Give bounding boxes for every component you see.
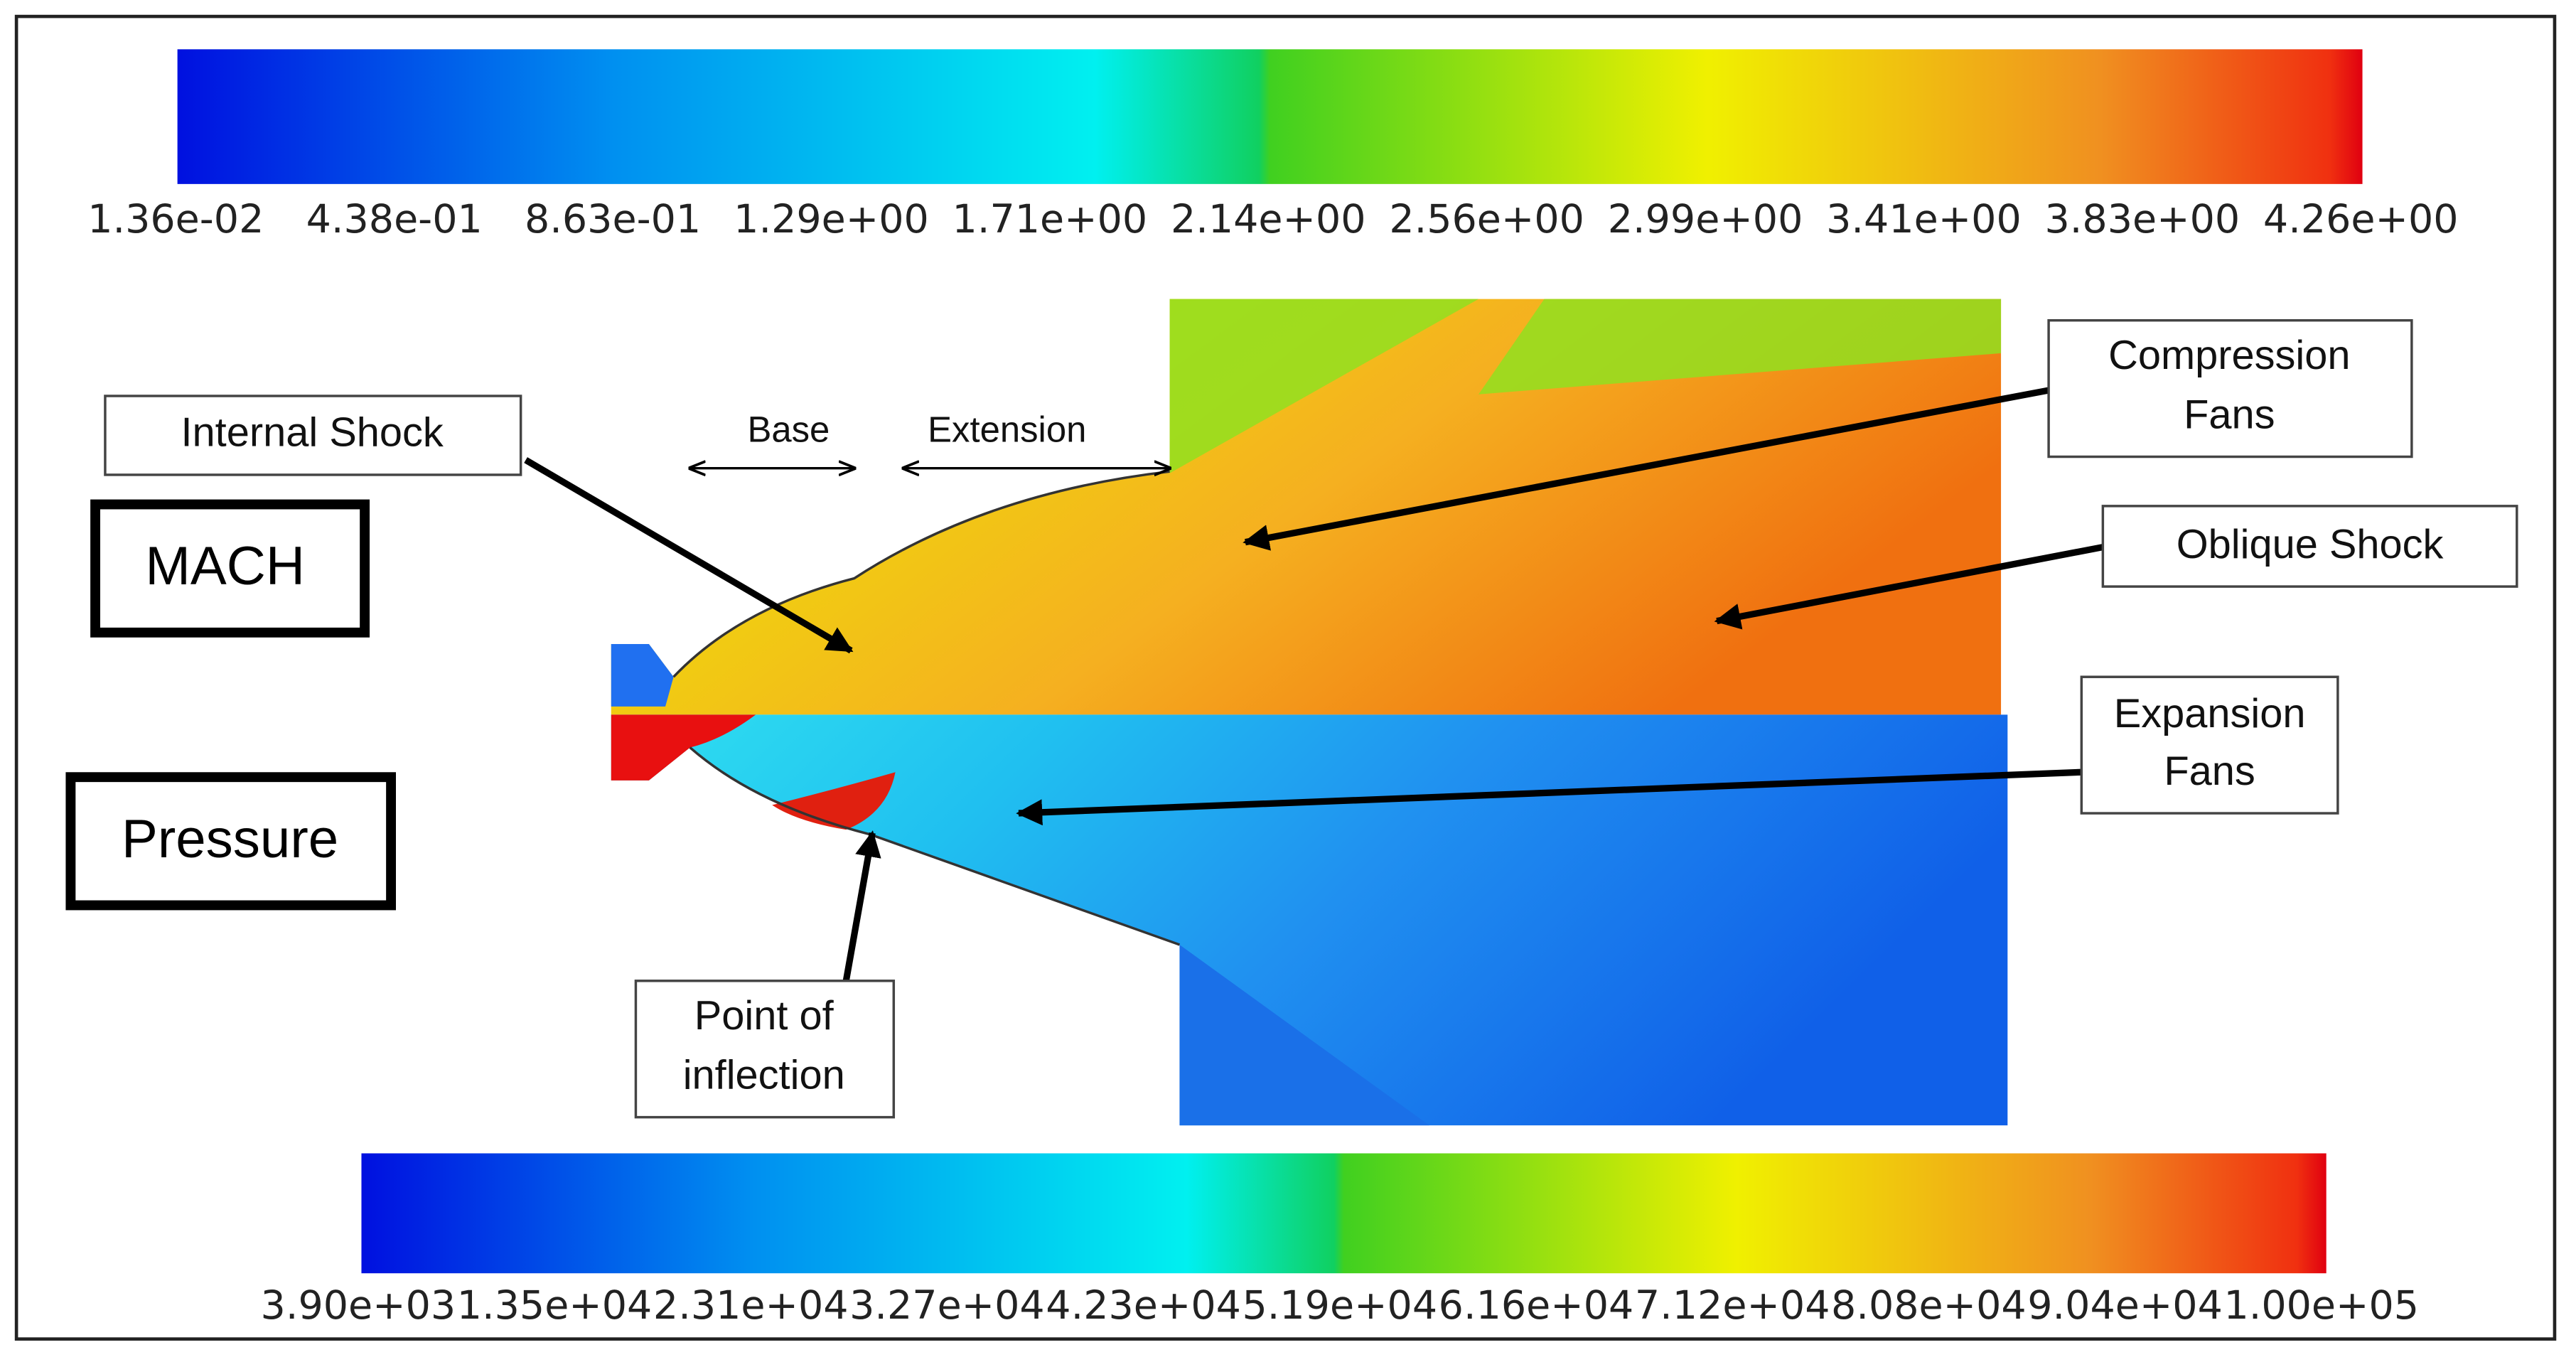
mach-colorbar [177, 49, 2363, 184]
colorbar-tick-label: 1.35e+04 [457, 1283, 653, 1329]
colorbar-tick-label: 8.63e-01 [525, 197, 701, 242]
annotation: inflection [683, 1052, 845, 1098]
colorbar-tick-label: 5.19e+04 [1242, 1283, 1437, 1329]
annotation: Expansion [2114, 691, 2306, 736]
annotation-box [2101, 505, 2518, 588]
arrow [524, 457, 854, 654]
colorbar-tick-label: 1.00e+05 [2223, 1283, 2419, 1329]
colorbar-tick-label: 1.29e+00 [734, 197, 929, 242]
annotation-box [2080, 675, 2339, 815]
mach-field-green [1169, 299, 2002, 473]
mach-field [611, 299, 2002, 715]
pressure-field [611, 714, 2008, 1126]
arrow [1714, 544, 2104, 630]
colorbar-tick-label: 1.71e+00 [952, 197, 1148, 242]
pressure-label: Pressure [122, 809, 338, 869]
annotation-box [104, 395, 522, 476]
colorbar-tick-label: 9.04e+04 [2027, 1283, 2223, 1329]
colorbar-tick-label: 2.31e+04 [653, 1283, 849, 1329]
annotation: Oblique Shock [2177, 522, 2444, 567]
annotation: Fans [2164, 749, 2255, 794]
annotation: Fans [2184, 392, 2275, 437]
colorbar-tick-label: 3.27e+04 [849, 1283, 1045, 1329]
pressure-box [65, 772, 397, 911]
colorbar-tick-label: 2.14e+00 [1171, 197, 1366, 242]
mach-inlet [611, 643, 674, 707]
pressure-colorbar [361, 1153, 2327, 1274]
annotation: Internal Shock [181, 410, 443, 456]
base-label: Base [747, 409, 830, 449]
colorbar-tick-label: 2.99e+00 [1608, 197, 1803, 242]
mach-label: MACH [145, 536, 305, 596]
colorbar-tick-label: 4.38e-01 [306, 197, 483, 242]
colorbar-tick-label: 1.36e-02 [87, 197, 264, 242]
colorbar-tick-label: 3.41e+00 [1826, 197, 2022, 242]
colorbar-tick-label: 8.08e+04 [1831, 1283, 2027, 1329]
nozzle-wall [672, 470, 1181, 946]
annotation-box [2047, 318, 2413, 459]
extension-label: Extension [928, 409, 1086, 449]
pressure-high-2 [772, 772, 896, 830]
colorbar-tick-label: 3.83e+00 [2045, 197, 2240, 242]
colorbar-tick-label: 7.12e+04 [1635, 1283, 1830, 1329]
pressure-high [611, 714, 756, 781]
arrow [842, 830, 881, 982]
colorbar-tick-label: 3.90e+03 [261, 1283, 456, 1329]
pressure-field-dark [1179, 944, 1429, 1126]
colorbar-tick-label: 2.56e+00 [1389, 197, 1584, 242]
colorbar-ticks: 1.36e-02 4.38e-01 8.63e-01 1.29e+00 1.71e+00… [87, 197, 2458, 1329]
annotation-box [634, 980, 896, 1119]
colorbar-tick-label: 6.16e+04 [1439, 1283, 1634, 1329]
annotation: Compression [2108, 333, 2350, 378]
colorbar-tick-label: 4.23e+04 [1046, 1283, 1241, 1329]
colorbar-tick-label: 4.26e+00 [2263, 197, 2459, 242]
arrow [1016, 768, 2082, 826]
mach-box [90, 499, 370, 638]
arrow [1243, 386, 2054, 551]
annotation: Point of [694, 993, 834, 1039]
